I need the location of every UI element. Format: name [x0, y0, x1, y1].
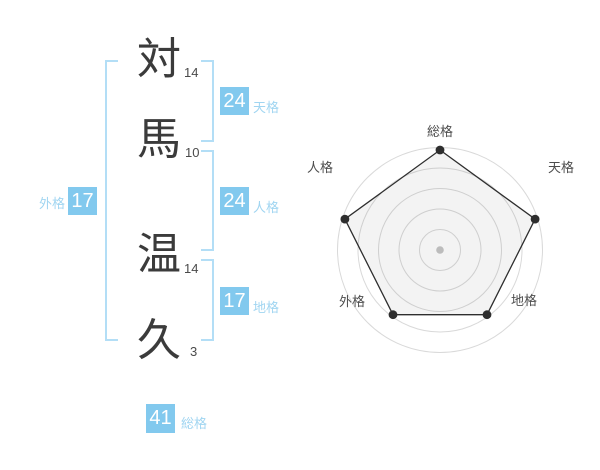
stroke-count-2: 10: [185, 145, 200, 160]
gaikaku-value-box: 17: [68, 187, 97, 215]
radar-grid-ring: [357, 167, 523, 333]
jinkaku-value-box: 24: [220, 187, 249, 215]
gaikaku-bracket: [105, 60, 118, 341]
gaikaku-label: 外格: [39, 196, 66, 211]
radar-chart-area: 総格 天格 地格 外格 人格: [290, 105, 590, 395]
radar-vertex-dot: [340, 214, 350, 224]
radar-vertex-dot: [530, 214, 540, 224]
radar-grid-ring: [419, 229, 461, 271]
stroke-count-3: 14: [184, 261, 199, 276]
name-character-1: 対: [137, 35, 181, 84]
stroke-count-4: 3: [190, 344, 198, 359]
radar-center-dot: [436, 246, 444, 254]
tenkaku-value-box: 24: [220, 87, 249, 115]
jinkaku-label: 人格: [253, 200, 280, 215]
radar-axis-label-soukaku: 総格: [427, 124, 453, 139]
tenkaku-bracket: [201, 60, 214, 142]
radar-series: [340, 145, 540, 320]
name-character-2: 馬: [137, 115, 181, 164]
soukaku-label: 総格: [181, 416, 208, 431]
radar-axis-label-jinkaku: 人格: [307, 160, 333, 175]
radar-axis-label-tenkaku: 天格: [548, 160, 574, 175]
radar-grid-ring: [378, 188, 502, 312]
name-character-4: 久: [137, 316, 181, 365]
radar-vertex-dot: [482, 310, 492, 320]
tenkaku-label: 天格: [253, 100, 280, 115]
stroke-count-1: 14: [184, 65, 199, 80]
radar-vertex-dot: [388, 310, 398, 320]
radar-axis-label-gaikaku: 外格: [339, 294, 365, 309]
radar-grid-ring: [398, 208, 482, 292]
soukaku-value-box: 41: [146, 404, 175, 433]
chikaku-bracket: [201, 259, 214, 341]
radar-polygon: [344, 149, 536, 316]
radar-vertex-dot: [435, 145, 445, 155]
name-character-3: 温: [137, 230, 181, 279]
chikaku-value-box: 17: [220, 287, 249, 315]
jinkaku-bracket: [201, 150, 214, 251]
chikaku-label: 地格: [253, 300, 280, 315]
radar-chart: 総格 天格 地格 外格 人格: [307, 124, 574, 353]
radar-axis-label-chikaku: 地格: [511, 293, 537, 308]
